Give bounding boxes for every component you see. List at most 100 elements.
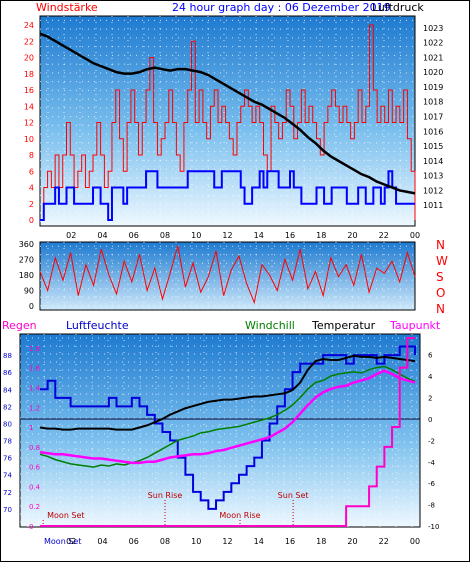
dir-tick-label: 90	[24, 287, 34, 296]
y-right-tick-label: 1014	[423, 157, 443, 166]
panel-direction-bg	[39, 241, 416, 311]
humidity-tick-label: 86	[3, 369, 12, 377]
temp-tick-label: -8	[428, 502, 435, 510]
annotation-label: Moon Set	[47, 511, 84, 520]
legend-windchill: Windchill	[245, 319, 295, 332]
compass-label: O	[436, 286, 445, 300]
y-right-tick-label: 1015	[423, 142, 443, 151]
y-left-tick-label: 16	[24, 86, 34, 95]
series-gust	[40, 170, 415, 221]
series-pressure	[39, 32, 416, 195]
dir-tick-label: 270	[19, 256, 34, 265]
y-right-tick-label: 1016	[423, 127, 443, 136]
x-tick-label: 08	[160, 231, 170, 240]
series-rain	[40, 337, 415, 527]
x-tick-label: 22	[379, 537, 389, 546]
y-right-tick-label: 1021	[423, 53, 443, 62]
y-right-tick-label: 1011	[423, 201, 443, 210]
y-left-tick-label: 14	[24, 102, 34, 111]
temp-tick-label: -6	[428, 480, 436, 488]
x-tick-label: 18	[316, 231, 326, 240]
x-tick-label: 04	[97, 231, 107, 240]
y-left-tick-label: 8	[29, 151, 34, 160]
temp-tick-label: -4	[428, 459, 436, 467]
y-left-tick-label: 2	[29, 200, 34, 209]
temp-tick-label: 4	[428, 373, 433, 381]
humidity-tick-label: 82	[3, 403, 12, 411]
x-tick-label: 14	[254, 537, 264, 546]
x-tick-label-overlap: 02	[66, 537, 76, 546]
series-humidity	[40, 345, 416, 510]
series-windchill	[39, 365, 416, 468]
dir-tick-label: 0	[29, 302, 34, 311]
dir-tick-label: 360	[19, 240, 34, 249]
rain-tick-label: 1.4	[29, 384, 41, 392]
x-tick-label: 04	[97, 537, 107, 546]
y-right-tick-label: 1012	[423, 186, 443, 195]
x-tick-label: 10	[191, 231, 201, 240]
rain-tick-label: 0.2	[29, 503, 40, 511]
temp-tick-label: -2	[428, 437, 435, 445]
x-tick-label: 14	[254, 231, 264, 240]
compass-label: N	[436, 238, 445, 252]
legend-dewpoint: Taupunkt	[389, 319, 441, 332]
rain-tick-label: 1.8	[29, 345, 40, 353]
legend-rain: Regen	[2, 319, 37, 332]
compass-label: S	[436, 270, 444, 284]
x-tick-label: 18	[316, 537, 326, 546]
y-right-tick-label: 1019	[423, 83, 443, 92]
temp-tick-label: 0	[428, 416, 432, 424]
rain-tick-label: 1.2	[29, 404, 40, 412]
temp-tick-label: -10	[428, 523, 439, 531]
humidity-tick-label: 70	[3, 506, 12, 514]
x-tick-label: 16	[285, 231, 295, 240]
y-left-tick-label: 12	[24, 119, 34, 128]
x-tick-label: 06	[129, 537, 139, 546]
y-left-tick-label: 6	[29, 167, 34, 176]
rain-tick-label: 1.6	[29, 365, 41, 373]
humidity-tick-label: 80	[3, 420, 12, 428]
annotation-label: Sun Rise	[148, 491, 183, 500]
x-tick-label: 06	[129, 231, 139, 240]
rain-tick-label: 0.6	[29, 464, 41, 472]
legend-temperature: Temperatur	[311, 319, 376, 332]
x-tick-label: 12	[222, 537, 232, 546]
header-right: Luftdruck	[372, 1, 424, 14]
y-left-tick-label: 20	[24, 54, 34, 63]
x-tick-label: 00	[410, 231, 420, 240]
x-tick-label: 20	[347, 537, 357, 546]
x-tick-label: 08	[160, 537, 170, 546]
y-left-tick-label: 22	[24, 37, 34, 46]
x-tick-label: Moon Set	[44, 537, 81, 546]
y-right-tick-label: 1020	[423, 68, 443, 77]
dir-tick-label: 180	[19, 271, 34, 280]
panel-temperature: 70 72 74 76 78 80 82 84 86 88 0 0.2 0.4 0.6 0.8 1 1.2 1.4…	[3, 334, 439, 546]
annotation-label: Sun Set	[278, 491, 309, 500]
temp-tick-label: 2	[428, 395, 432, 403]
series-wind	[40, 24, 416, 221]
series-wind-direction	[39, 245, 416, 305]
temp-tick-label: 6	[428, 352, 433, 360]
x-tick-label: 12	[222, 231, 232, 240]
rain-tick-label: 1	[29, 424, 33, 432]
x-tick-label: 22	[379, 231, 389, 240]
compass-label: N	[436, 302, 445, 316]
compass-label: W	[436, 254, 448, 268]
header-left: Windstärke	[36, 1, 98, 14]
rain-tick-label: 0	[29, 523, 33, 531]
x-tick-label: 02	[66, 231, 76, 240]
humidity-tick-label: 72	[3, 489, 12, 497]
x-tick-label: 16	[285, 537, 295, 546]
annotation-label: Moon Rise	[219, 511, 260, 520]
rain-tick-label: 0.4	[29, 483, 41, 491]
humidity-tick-label: 76	[3, 455, 12, 463]
y-left-tick-label: 24	[24, 21, 34, 30]
humidity-tick-label: 84	[3, 386, 12, 394]
series-dewpoint	[39, 369, 416, 465]
humidity-tick-label: 88	[3, 352, 12, 360]
y-left-tick-label: 0	[29, 216, 34, 225]
panel-wind: 0246810121416182022241011101210131014101…	[24, 16, 443, 240]
